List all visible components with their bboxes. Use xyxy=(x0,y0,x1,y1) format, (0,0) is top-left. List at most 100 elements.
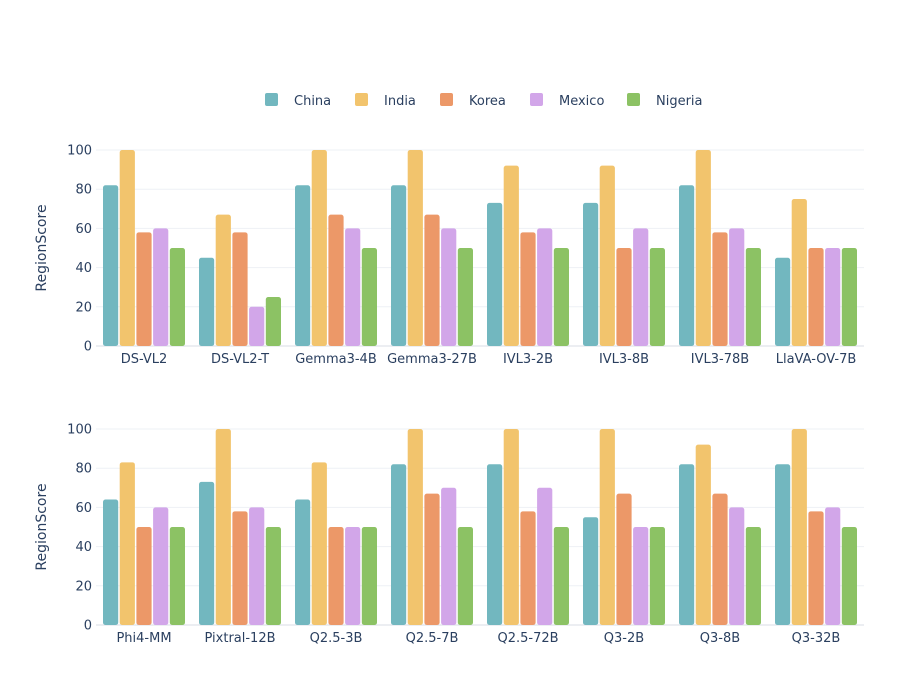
x-tick-label: DS-VL2-T xyxy=(211,352,269,367)
bar-q3-8b-china xyxy=(679,464,695,625)
y-tick-label: 20 xyxy=(75,579,92,594)
legend-swatch-india xyxy=(355,93,368,106)
y-tick-label: 100 xyxy=(67,423,92,438)
y-tick-label: 0 xyxy=(84,340,92,355)
bar-q2-5-3b-nigeria xyxy=(361,527,377,625)
legend-label-china: China xyxy=(294,94,331,109)
bar-ds-vl2-china xyxy=(103,185,119,346)
bar-ds-vl2-t-china xyxy=(199,257,215,346)
bar-phi4-mm-china xyxy=(103,499,119,625)
bar-q3-8b-nigeria xyxy=(745,527,761,625)
bar-q2-5-72b-india xyxy=(503,429,519,625)
bar-q2-5-7b-nigeria xyxy=(457,527,473,625)
legend-swatch-nigeria xyxy=(627,93,640,106)
bar-pixtral-12b-nigeria xyxy=(265,527,281,625)
legend-label-korea: Korea xyxy=(469,94,506,109)
bar-ivl3-8b-mexico xyxy=(633,228,649,346)
y-tick-label: 40 xyxy=(75,261,92,276)
y-axis-label: RegionScore xyxy=(34,204,50,291)
bar-q3-32b-nigeria xyxy=(841,527,857,625)
x-tick-label: DS-VL2 xyxy=(121,352,168,367)
bar-q2-5-7b-mexico xyxy=(441,487,457,625)
legend-swatch-mexico xyxy=(530,93,543,106)
bar-ivl3-2b-india xyxy=(503,165,519,346)
legend-item-mexico: Mexico xyxy=(530,93,604,109)
bar-ivl3-78b-nigeria xyxy=(745,248,761,346)
x-tick-label: IVL3-78B xyxy=(691,352,749,367)
bar-llava-ov-7b-korea xyxy=(808,248,824,346)
bar-gemma3-4b-india xyxy=(311,150,327,346)
bar-q2-5-7b-china xyxy=(391,464,407,625)
y-tick-label: 20 xyxy=(75,300,92,315)
y-tick-label: 100 xyxy=(67,144,92,159)
legend-item-korea: Korea xyxy=(440,93,506,109)
bar-q2-5-3b-india xyxy=(311,462,327,625)
x-tick-label: IVL3-8B xyxy=(599,352,649,367)
bar-ivl3-2b-mexico xyxy=(537,228,553,346)
bar-ds-vl2-india xyxy=(119,150,135,346)
bar-q3-2b-india xyxy=(599,429,615,625)
bar-ds-vl2-t-korea xyxy=(232,232,248,346)
x-tick-label: Q2.5-72B xyxy=(497,631,558,646)
bar-q3-2b-china xyxy=(583,517,599,625)
bar-pixtral-12b-korea xyxy=(232,511,248,625)
bar-ds-vl2-t-mexico xyxy=(249,306,265,346)
bar-ivl3-8b-china xyxy=(583,202,599,346)
bar-ivl3-8b-korea xyxy=(616,248,632,346)
x-tick-label: Pixtral-12B xyxy=(204,631,275,646)
bar-q2-5-72b-china xyxy=(487,464,503,625)
bar-ivl3-2b-china xyxy=(487,202,503,346)
y-tick-label: 60 xyxy=(75,222,92,237)
bar-ds-vl2-t-nigeria xyxy=(265,297,281,346)
legend-swatch-korea xyxy=(440,93,453,106)
x-tick-label: Gemma3-27B xyxy=(387,352,477,367)
bar-pixtral-12b-china xyxy=(199,481,215,625)
bar-q2-5-72b-nigeria xyxy=(553,527,569,625)
legend-item-india: India xyxy=(355,93,416,109)
bar-llava-ov-7b-nigeria xyxy=(841,248,857,346)
legend-item-china: China xyxy=(265,93,331,109)
bar-q2-5-3b-korea xyxy=(328,527,344,625)
bar-ivl3-78b-china xyxy=(679,185,695,346)
x-tick-label: Q2.5-7B xyxy=(406,631,459,646)
bar-ivl3-78b-korea xyxy=(712,232,728,346)
bar-q2-5-3b-mexico xyxy=(345,527,361,625)
bar-ivl3-2b-nigeria xyxy=(553,248,569,346)
bar-q2-5-7b-korea xyxy=(424,493,440,625)
bar-q3-32b-india xyxy=(791,429,807,625)
bar-ds-vl2-korea xyxy=(136,232,152,346)
bar-gemma3-27b-nigeria xyxy=(457,248,473,346)
bar-llava-ov-7b-mexico xyxy=(825,248,841,346)
y-tick-label: 40 xyxy=(75,540,92,555)
x-tick-label: Q3-2B xyxy=(604,631,644,646)
y-tick-label: 80 xyxy=(75,462,92,477)
y-tick-label: 60 xyxy=(75,501,92,516)
x-tick-label: Q2.5-3B xyxy=(310,631,363,646)
x-tick-label: IVL3-2B xyxy=(503,352,553,367)
bar-gemma3-4b-nigeria xyxy=(361,248,377,346)
y-tick-label: 80 xyxy=(75,183,92,198)
legend-label-india: India xyxy=(384,94,416,109)
bar-phi4-mm-india xyxy=(119,462,135,625)
legend: China India Korea Mexico Nigeria xyxy=(265,93,703,109)
bar-q2-5-72b-mexico xyxy=(537,487,553,625)
bar-ds-vl2-mexico xyxy=(153,228,169,346)
chart-panel-top: 0 20 40 60 80 100 RegionScore DS-VL2 DS-VL2-T Gem… xyxy=(34,144,864,367)
bar-pixtral-12b-mexico xyxy=(249,507,265,625)
bar-gemma3-4b-china xyxy=(295,185,311,346)
bar-q3-8b-korea xyxy=(712,493,728,625)
bar-q2-5-72b-korea xyxy=(520,511,536,625)
x-tick-label: Q3-32B xyxy=(792,631,841,646)
bar-gemma3-4b-korea xyxy=(328,214,344,346)
legend-label-mexico: Mexico xyxy=(559,94,604,109)
bar-q3-32b-china xyxy=(775,464,791,625)
bar-ds-vl2-nigeria xyxy=(169,248,185,346)
bar-q3-2b-mexico xyxy=(633,527,649,625)
bar-q3-2b-korea xyxy=(616,493,632,625)
bar-ivl3-8b-nigeria xyxy=(649,248,665,346)
bar-ivl3-78b-india xyxy=(695,150,711,346)
bar-ivl3-2b-korea xyxy=(520,232,536,346)
x-tick-label: LlaVA-OV-7B xyxy=(776,352,857,367)
chart-panel-bottom: 0 20 40 60 80 100 RegionScore Phi4-MM Pixtral-12… xyxy=(34,423,864,646)
